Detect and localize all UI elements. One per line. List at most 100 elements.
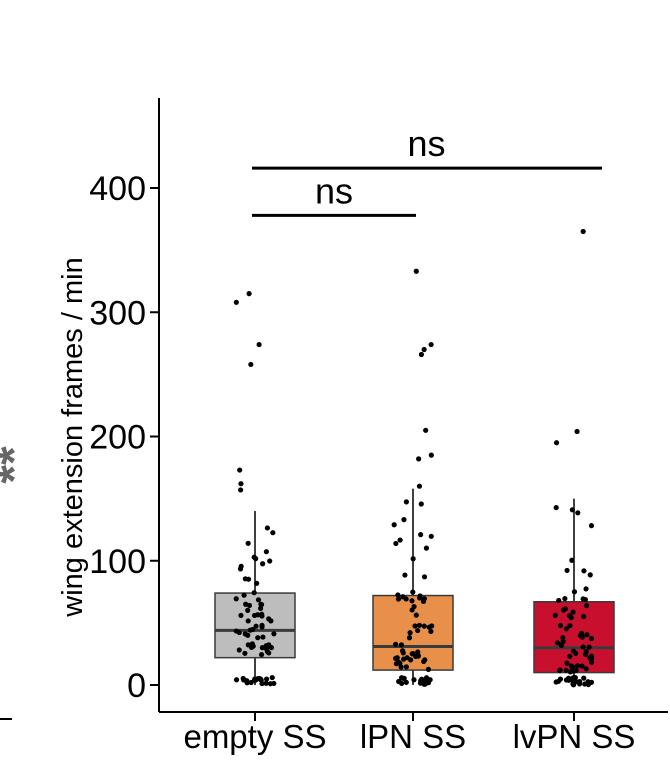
data-point xyxy=(423,545,430,551)
data-point xyxy=(416,456,422,462)
data-point xyxy=(398,675,405,681)
data-point xyxy=(264,648,270,655)
data-point xyxy=(403,679,409,685)
data-point xyxy=(588,659,595,665)
data-point xyxy=(588,635,595,642)
data-point xyxy=(418,351,425,358)
data-point xyxy=(402,572,408,578)
data-point xyxy=(395,659,401,665)
data-point xyxy=(553,679,559,685)
data-point xyxy=(245,642,251,648)
data-point xyxy=(400,656,407,662)
data-point xyxy=(236,647,242,653)
data-point xyxy=(563,626,569,632)
data-point xyxy=(566,677,572,683)
data-point xyxy=(264,525,270,531)
data-point xyxy=(395,592,401,598)
data-point xyxy=(271,631,277,637)
data-point xyxy=(584,632,590,638)
x-tick-label: lPN SS xyxy=(360,718,466,755)
data-point xyxy=(403,499,409,505)
data-point xyxy=(253,623,259,629)
data-point xyxy=(557,667,563,673)
data-point xyxy=(233,596,239,602)
data-point xyxy=(581,568,587,574)
data-point xyxy=(560,638,566,645)
data-point xyxy=(585,679,591,685)
data-point xyxy=(560,635,566,641)
y-tick-label: 200 xyxy=(89,419,146,457)
data-points xyxy=(233,228,595,688)
data-point xyxy=(238,487,244,493)
data-point xyxy=(410,556,416,562)
data-point xyxy=(586,644,592,650)
significance-label: ns xyxy=(315,170,353,211)
data-point xyxy=(568,615,574,621)
data-point xyxy=(583,666,589,672)
data-point xyxy=(263,680,269,686)
data-point xyxy=(406,635,413,641)
data-point xyxy=(418,501,424,507)
data-point xyxy=(564,567,570,574)
y-ticks: 0 100 200 300 400 xyxy=(89,170,159,705)
data-point xyxy=(416,622,423,628)
data-point xyxy=(553,504,559,511)
data-point xyxy=(412,623,418,629)
y-axis-label: wing extension frames / min xyxy=(57,257,89,617)
data-point xyxy=(237,467,243,473)
data-point xyxy=(245,576,252,582)
data-point xyxy=(254,580,260,586)
data-point xyxy=(263,676,270,682)
data-point xyxy=(573,679,579,685)
data-point xyxy=(418,532,424,538)
data-point xyxy=(416,483,423,489)
data-point xyxy=(259,611,265,617)
data-point xyxy=(583,603,590,609)
data-point xyxy=(401,517,407,523)
data-point xyxy=(270,530,276,536)
y-tick-label: 300 xyxy=(89,294,146,332)
data-point xyxy=(587,572,593,578)
data-point xyxy=(238,612,244,619)
side-annotation: ** xyxy=(0,446,41,484)
data-point xyxy=(563,667,569,673)
data-point xyxy=(393,540,399,547)
data-point xyxy=(417,593,423,599)
y-tick-label: 400 xyxy=(89,170,146,208)
data-point xyxy=(580,644,586,650)
data-point xyxy=(421,596,427,602)
data-point xyxy=(392,655,399,662)
data-point xyxy=(263,643,269,649)
data-point xyxy=(426,624,432,630)
significance-label: ns xyxy=(407,123,445,164)
data-point xyxy=(581,675,587,681)
data-point xyxy=(570,609,576,615)
x-tick-label: lvPN SS xyxy=(513,718,636,755)
data-point xyxy=(233,677,240,683)
data-point xyxy=(259,622,265,628)
data-point xyxy=(260,634,266,640)
data-point xyxy=(255,635,261,641)
data-point xyxy=(580,228,586,235)
data-point xyxy=(422,657,428,663)
data-point xyxy=(582,597,588,603)
data-point xyxy=(425,666,432,672)
data-point xyxy=(258,652,265,658)
data-point xyxy=(410,589,416,595)
data-point xyxy=(267,558,273,564)
data-point xyxy=(251,590,257,596)
data-point xyxy=(570,665,576,671)
data-point xyxy=(569,507,575,513)
data-point xyxy=(428,628,434,635)
data-point xyxy=(583,649,589,655)
data-point xyxy=(411,677,417,683)
data-point xyxy=(567,653,573,659)
data-point xyxy=(396,678,402,685)
data-point xyxy=(251,554,257,560)
data-point xyxy=(400,650,406,656)
data-point xyxy=(415,627,421,634)
data-point xyxy=(588,523,595,529)
data-point xyxy=(246,602,253,609)
data-point xyxy=(567,669,573,675)
